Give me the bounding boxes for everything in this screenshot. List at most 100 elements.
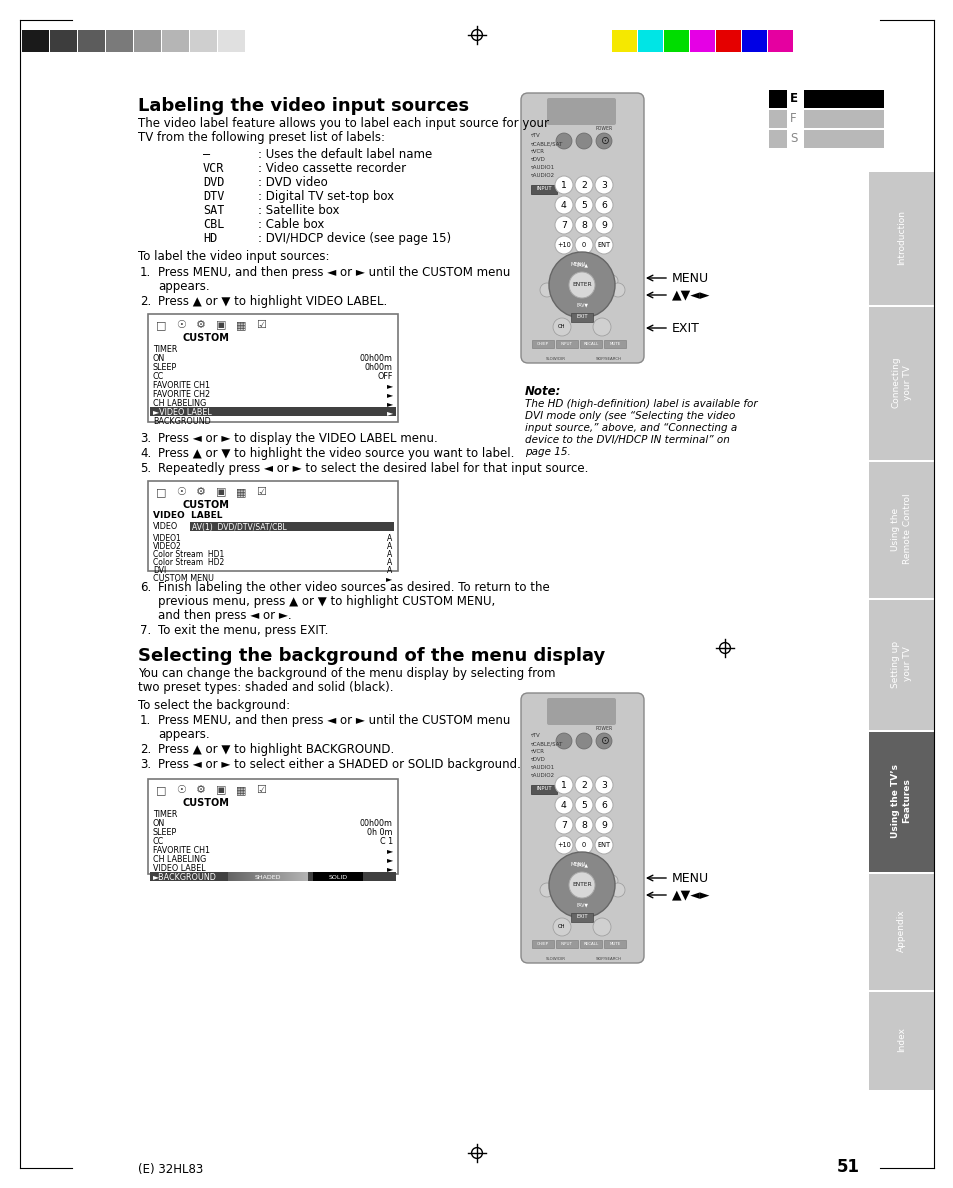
Text: : DVD video: : DVD video [257,176,328,189]
Text: ▣: ▣ [215,785,226,795]
Text: FAVORITE CH1: FAVORITE CH1 [152,381,210,390]
Text: FAV▲: FAV▲ [576,263,587,267]
Text: 0: 0 [581,842,585,848]
Circle shape [553,318,571,336]
FancyBboxPatch shape [546,699,616,725]
Bar [230,872,231,881]
Bar [868,732,933,872]
Text: A: A [386,542,392,551]
Bar [243,872,244,881]
Text: DVI mode only (see “Selecting the video: DVI mode only (see “Selecting the video [524,411,735,421]
Bar [261,872,262,881]
Text: Color Stream  HD1: Color Stream HD1 [152,550,224,560]
Text: ▿AUDIO1: ▿AUDIO1 [531,165,555,170]
Text: ►VIDEO LABEL: ►VIDEO LABEL [152,407,212,417]
Bar [603,340,625,348]
Text: SKIP/SEARCH: SKIP/SEARCH [596,958,621,961]
Text: Press ▲ or ▼ to highlight VIDEO LABEL.: Press ▲ or ▼ to highlight VIDEO LABEL. [158,295,387,308]
Text: 2.: 2. [140,742,152,756]
Circle shape [575,836,593,854]
Bar [307,872,308,881]
Circle shape [595,216,613,234]
Text: ►: ► [387,864,393,873]
Bar [190,522,394,531]
Bar [286,872,287,881]
Text: EXIT: EXIT [671,322,700,335]
Bar [768,110,786,128]
Bar [263,872,264,881]
Text: : DVI/HDCP device (see page 15): : DVI/HDCP device (see page 15) [257,232,451,245]
Text: ▣: ▣ [215,487,226,497]
Text: The HD (high-definition) label is available for: The HD (high-definition) label is availa… [524,399,757,409]
Bar [287,872,288,881]
Circle shape [568,272,595,298]
Text: 3: 3 [600,181,606,190]
Circle shape [584,274,597,287]
Text: 1.: 1. [140,266,152,279]
Text: CH LABELING: CH LABELING [152,399,206,407]
Bar [579,940,601,948]
Circle shape [568,872,595,898]
Bar [250,872,251,881]
Text: ENTER: ENTER [572,883,591,887]
Text: Index: Index [896,1028,905,1053]
Bar [868,462,933,598]
Bar [22,30,49,52]
Bar [303,872,304,881]
Text: Press MENU, and then press ◄ or ► until the CUSTOM menu: Press MENU, and then press ◄ or ► until … [158,266,510,279]
Bar [237,872,239,881]
Text: Press ◄ or ► to select either a SHADED or SOLID background.: Press ◄ or ► to select either a SHADED o… [158,758,520,771]
Text: 3.: 3. [140,432,151,446]
Text: A: A [386,533,392,543]
Bar [305,872,306,881]
Bar [612,30,637,52]
Text: SLEEP: SLEEP [152,364,177,372]
Text: SLOW/DIR: SLOW/DIR [545,358,565,361]
Text: +10: +10 [557,242,570,248]
Bar [267,872,268,881]
Circle shape [555,176,573,194]
Text: ▿VCR: ▿VCR [531,748,544,754]
Text: +10: +10 [557,842,570,848]
Bar [274,872,275,881]
Bar [663,30,688,52]
Circle shape [556,133,572,148]
Circle shape [555,216,573,234]
Bar [235,872,236,881]
Text: CH: CH [558,324,565,329]
Circle shape [595,196,613,214]
Text: ▲▼◄►: ▲▼◄► [671,889,710,902]
Text: POWER: POWER [595,126,612,131]
Text: ON: ON [152,819,165,828]
Text: Setting up
your TV: Setting up your TV [890,640,911,688]
Bar [269,872,270,881]
Text: ▿AUDIO2: ▿AUDIO2 [531,773,555,778]
Text: ▣: ▣ [215,320,226,330]
Text: ►: ► [387,846,393,855]
Bar [563,261,592,270]
Bar [252,872,253,881]
Text: 4: 4 [560,201,566,209]
FancyBboxPatch shape [520,93,643,364]
Text: Using the TV’s
Features: Using the TV’s Features [890,764,911,838]
Circle shape [595,176,613,194]
Text: page 15.: page 15. [524,447,570,457]
Bar [231,872,232,881]
Text: ⚙: ⚙ [195,320,206,330]
Text: SAT: SAT [203,204,224,217]
Text: SKIP/SEARCH: SKIP/SEARCH [596,358,621,361]
Text: ON: ON [152,354,165,364]
Bar [571,312,593,322]
Text: Color Stream  HD2: Color Stream HD2 [152,558,224,567]
Text: : Satellite box: : Satellite box [257,204,339,217]
Circle shape [595,776,613,794]
Text: ENT: ENT [597,842,610,848]
Bar [254,872,255,881]
Bar [247,872,248,881]
Text: FAVORITE CH2: FAVORITE CH2 [152,390,210,399]
Bar [291,872,292,881]
Text: 2: 2 [580,781,586,790]
Text: MENU: MENU [671,272,708,284]
Bar [260,872,261,881]
Text: 9: 9 [600,221,606,229]
